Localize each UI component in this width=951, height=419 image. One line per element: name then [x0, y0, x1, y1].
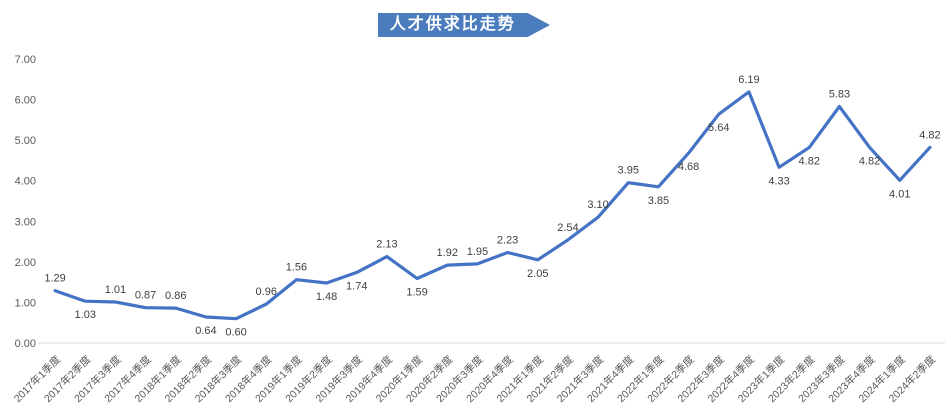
trend-line	[53, 90, 932, 321]
y-axis-tick-label: 1.00	[15, 297, 36, 309]
y-axis-tick-label: 3.00	[15, 216, 36, 228]
data-label: 1.48	[316, 291, 337, 303]
data-label: 1.03	[75, 309, 96, 321]
data-label: 6.19	[738, 74, 759, 86]
data-label: 2.05	[527, 268, 548, 280]
y-axis-tick-label: 4.00	[15, 176, 36, 188]
data-label: 2.23	[497, 235, 518, 247]
data-label: 0.86	[165, 290, 186, 302]
data-label: 1.74	[346, 280, 367, 292]
data-label: 4.33	[768, 175, 789, 187]
y-axis-tick-label: 2.00	[15, 257, 36, 269]
chart-title: 人才供求比走势	[389, 16, 516, 33]
data-label: 1.29	[44, 273, 65, 285]
data-label: 3.95	[618, 165, 639, 177]
data-label: 5.83	[829, 88, 850, 100]
data-label: 0.87	[135, 290, 156, 302]
data-label: 4.82	[859, 155, 880, 167]
data-label: 5.64	[708, 122, 729, 134]
data-label: 4.01	[889, 188, 910, 200]
data-label: 2.54	[557, 222, 578, 234]
data-label: 1.92	[437, 247, 458, 259]
data-label: 3.10	[587, 199, 608, 211]
y-axis-tick-label: 7.00	[15, 54, 36, 66]
data-label: 3.85	[648, 195, 669, 207]
data-label: 0.64	[195, 325, 216, 337]
y-axis-tick-label: 6.00	[15, 95, 36, 107]
data-label: 1.56	[286, 262, 307, 274]
data-label: 1.01	[105, 284, 126, 296]
data-label: 4.82	[799, 155, 820, 167]
data-label: 2.13	[376, 239, 397, 251]
data-label: 1.59	[406, 286, 427, 298]
data-label: 4.82	[919, 129, 940, 141]
chart-title-banner: 人才供求比走势	[378, 13, 550, 37]
data-label: 0.60	[225, 327, 246, 339]
y-axis-tick-label: 0.00	[15, 338, 36, 350]
data-label: 1.95	[467, 246, 488, 258]
data-label: 4.68	[678, 161, 699, 173]
y-axis-tick-label: 5.00	[15, 135, 36, 147]
data-label: 0.96	[256, 286, 277, 298]
